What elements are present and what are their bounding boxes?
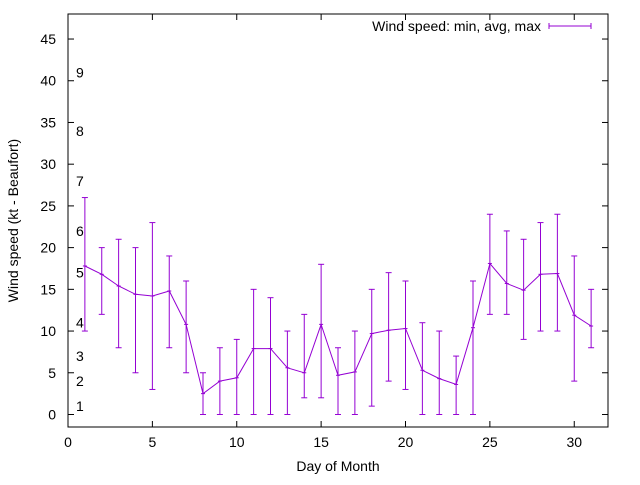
legend-label: Wind speed: min, avg, max: [372, 18, 541, 34]
y-tick-label: 5: [48, 365, 56, 381]
x-tick-label: 0: [64, 434, 72, 450]
beaufort-label: 6: [76, 223, 84, 239]
y-tick-label: 30: [40, 156, 56, 172]
plot-frame: [67, 13, 609, 428]
y-tick-label: 25: [40, 198, 56, 214]
x-tick-label: 25: [482, 434, 498, 450]
y-tick-label: 10: [40, 323, 56, 339]
x-tick-label: 30: [566, 434, 582, 450]
y-tick-label: 15: [40, 281, 56, 297]
x-tick-label: 5: [148, 434, 156, 450]
beaufort-label: 5: [76, 265, 84, 281]
series-layer: [81, 197, 595, 415]
beaufort-scale-labels: 1 2 3 4 5 6 7 8 9: [76, 64, 84, 414]
x-tick-label: 15: [313, 434, 329, 450]
x-tick-label: 10: [229, 434, 245, 450]
beaufort-label: 2: [76, 373, 84, 389]
y-tick-label: 35: [40, 114, 56, 130]
beaufort-label: 4: [76, 315, 84, 331]
legend: Wind speed: min, avg, max: [372, 18, 592, 34]
x-axis-ticks: 0 5 10 15 20 25 30: [64, 14, 582, 450]
beaufort-label: 3: [76, 348, 84, 364]
x-tick-label: 20: [398, 434, 414, 450]
y-tick-label: 45: [40, 31, 56, 47]
y-tick-label: 20: [40, 240, 56, 256]
beaufort-label: 8: [76, 123, 84, 139]
y-axis-label: Wind speed (kt - Beaufort): [5, 139, 21, 302]
beaufort-label: 9: [76, 64, 84, 80]
beaufort-label: 1: [76, 398, 84, 414]
beaufort-label: 7: [76, 173, 84, 189]
y-tick-label: 0: [48, 406, 56, 422]
x-axis-label: Day of Month: [296, 458, 379, 474]
y-tick-label: 40: [40, 73, 56, 89]
